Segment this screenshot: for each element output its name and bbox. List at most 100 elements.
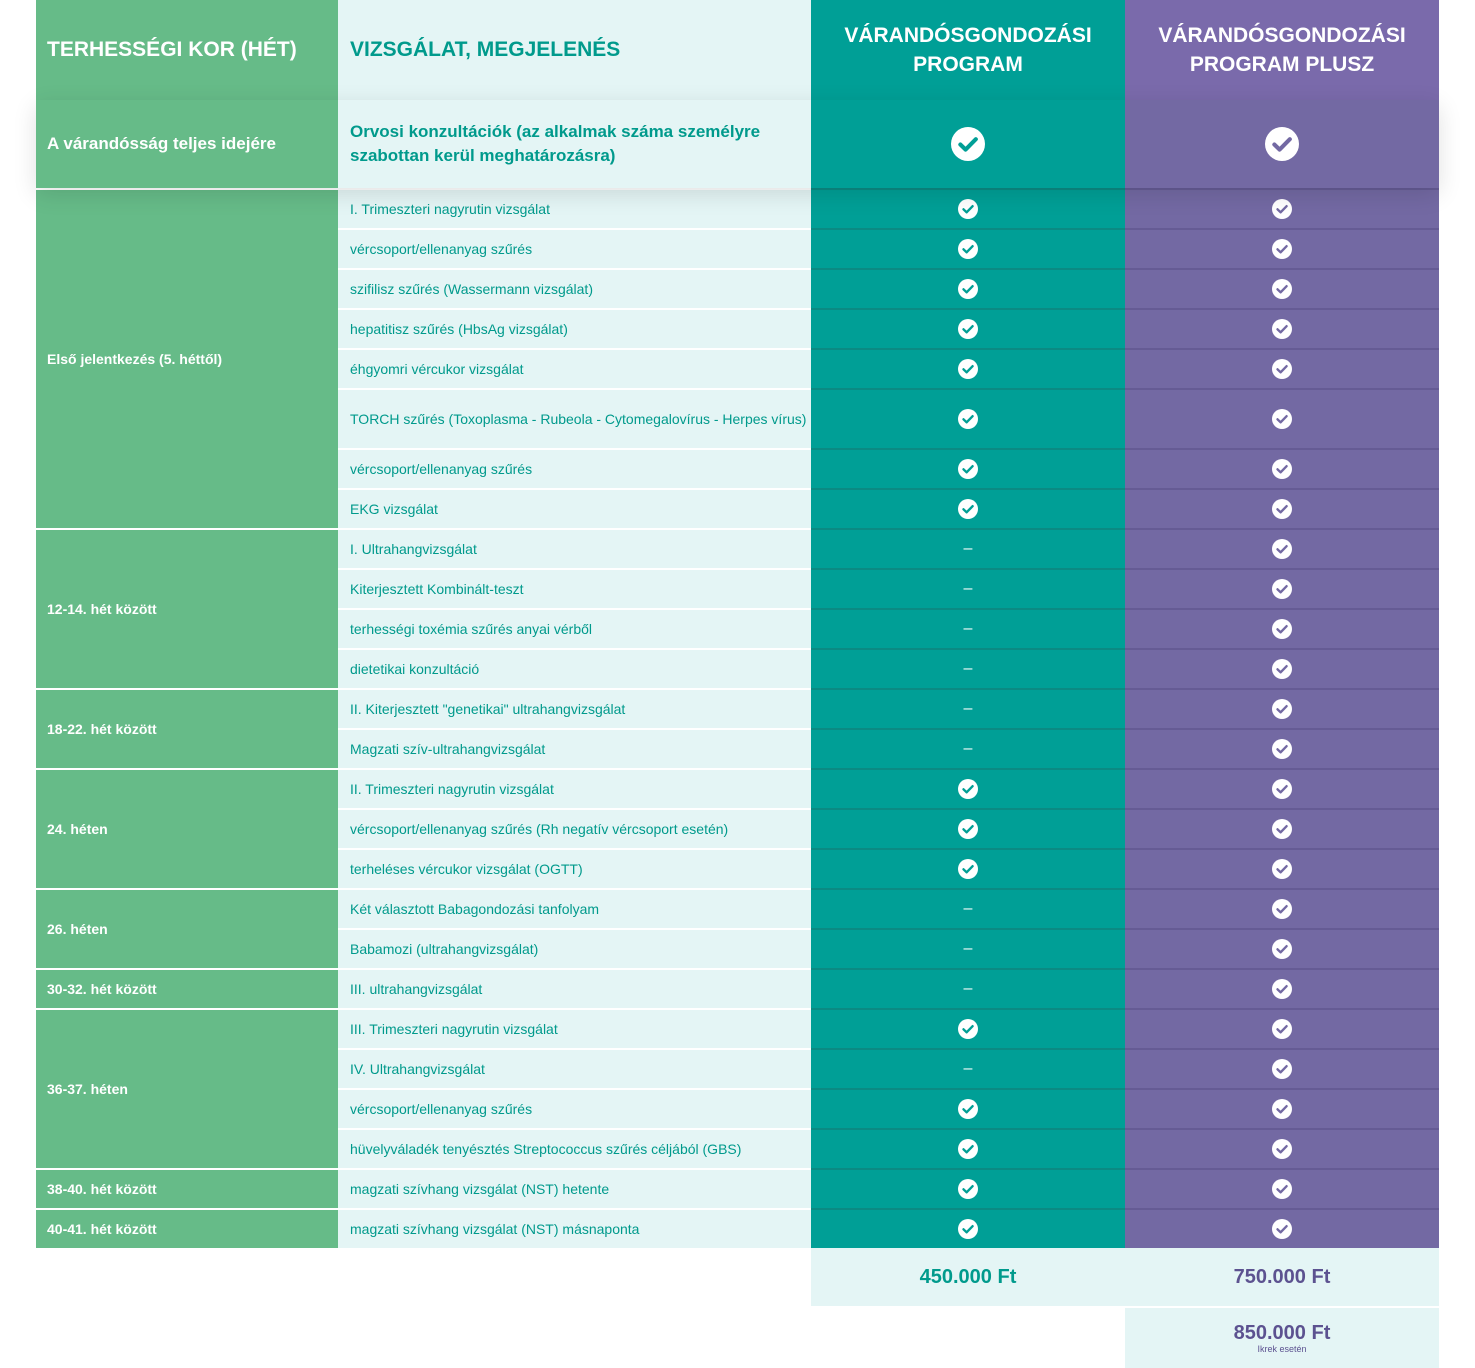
header-program: VÁRANDÓSGONDOZÁSI PROGRAM	[811, 0, 1125, 100]
check-circle-icon	[1272, 1179, 1292, 1199]
header-exam: VIZSGÁLAT, MEGJELENÉS	[338, 0, 811, 100]
exam-name: hüvelyváladék tenyésztés Streptococcus s…	[338, 1128, 811, 1168]
check-circle-icon	[1272, 819, 1292, 839]
check-circle-icon	[958, 1099, 978, 1119]
check-circle-icon	[1272, 239, 1292, 259]
exam-name: magzati szívhang vizsgálat (NST) hetente	[338, 1168, 811, 1208]
age-group: 36-37. héten III. Trimeszteri nagyrutin v…	[36, 1008, 1439, 1168]
check-circle-icon	[1272, 739, 1292, 759]
program-plus-cell	[1125, 308, 1439, 348]
consultation-program-cell	[811, 100, 1125, 188]
table-row: I. Trimeszteri nagyrutin vizsgálat	[338, 188, 1439, 228]
check-circle-icon	[1272, 359, 1292, 379]
table-row: hüvelyváladék tenyésztés Streptococcus s…	[338, 1128, 1439, 1168]
program-cell: –	[811, 888, 1125, 928]
table-header: TERHESSÉGI KOR (HÉT) VIZSGÁLAT, MEGJELEN…	[36, 0, 1439, 100]
check-circle-icon	[1272, 539, 1292, 559]
age-group-label: 18-22. hét között	[36, 688, 338, 768]
program-plus-cell	[1125, 968, 1439, 1008]
check-circle-icon	[1272, 279, 1292, 299]
program-cell	[811, 308, 1125, 348]
program-plus-cell	[1125, 688, 1439, 728]
program-cell	[811, 268, 1125, 308]
program-cell: –	[811, 608, 1125, 648]
check-circle-icon	[958, 779, 978, 799]
check-circle-icon	[1265, 127, 1299, 161]
program-cell: –	[811, 928, 1125, 968]
age-group: Első jelentkezés (5. héttől) I. Trimeszte…	[36, 188, 1439, 528]
table-row: II. Kiterjesztett "genetikai" ultrahangv…	[338, 688, 1439, 728]
table-row: hepatitisz szűrés (HbsAg vizsgálat)	[338, 308, 1439, 348]
program-cell: –	[811, 728, 1125, 768]
age-group-label: Első jelentkezés (5. héttől)	[36, 188, 338, 528]
program-plus-cell	[1125, 188, 1439, 228]
dash-icon: –	[963, 620, 973, 637]
exam-name: hepatitisz szűrés (HbsAg vizsgálat)	[338, 308, 811, 348]
check-circle-icon	[1272, 579, 1292, 599]
dash-icon: –	[963, 540, 973, 557]
check-circle-icon	[958, 1219, 978, 1239]
table-row: szifilisz szűrés (Wassermann vizsgálat)	[338, 268, 1439, 308]
dash-icon: –	[963, 1060, 973, 1077]
age-group-label: 12-14. hét között	[36, 528, 338, 688]
program-plus-cell	[1125, 728, 1439, 768]
age-group-label: 24. héten	[36, 768, 338, 888]
header-program-plus: VÁRANDÓSGONDOZÁSI PROGRAM PLUSZ	[1125, 0, 1439, 100]
program-cell	[811, 1128, 1125, 1168]
program-cell: –	[811, 1048, 1125, 1088]
exam-name: szifilisz szűrés (Wassermann vizsgálat)	[338, 268, 811, 308]
check-circle-icon	[1272, 1059, 1292, 1079]
exam-name: I. Ultrahangvizsgálat	[338, 528, 811, 568]
check-circle-icon	[1272, 659, 1292, 679]
consultation-age: A várandósság teljes idejére	[36, 100, 338, 188]
age-group: 40-41. hét között magzati szívhang vizsgá…	[36, 1208, 1439, 1248]
exam-name: éhgyomri vércukor vizsgálat	[338, 348, 811, 388]
dash-icon: –	[963, 660, 973, 677]
age-group: 30-32. hét között III. ultrahangvizsgálat…	[36, 968, 1439, 1008]
table-row: vércsoport/ellenanyag szűrés (Rh negatív…	[338, 808, 1439, 848]
age-group-label: 26. héten	[36, 888, 338, 968]
price-spacer-1	[36, 1248, 338, 1306]
twins-spacer-1	[36, 1308, 338, 1368]
check-circle-icon	[1272, 319, 1292, 339]
program-cell: –	[811, 648, 1125, 688]
program-plus-cell	[1125, 388, 1439, 448]
age-group-label: 38-40. hét között	[36, 1168, 338, 1208]
exam-name: EKG vizsgálat	[338, 488, 811, 528]
program-plus-cell	[1125, 448, 1439, 488]
program-plus-cell	[1125, 648, 1439, 688]
age-group: 26. héten Két választott Babagondozási ta…	[36, 888, 1439, 968]
table-row: Magzati szív-ultrahangvizsgálat –	[338, 728, 1439, 768]
program-cell	[811, 1208, 1125, 1248]
program-cell	[811, 188, 1125, 228]
check-circle-icon	[1272, 1139, 1292, 1159]
consultation-row: A várandósság teljes idejére Orvosi konz…	[36, 100, 1439, 188]
check-circle-icon	[1272, 899, 1292, 919]
program-cell	[811, 848, 1125, 888]
twins-spacer-2	[338, 1308, 811, 1368]
table-row: TORCH szűrés (Toxoplasma - Rubeola - Cyt…	[338, 388, 1439, 448]
dash-icon: –	[963, 580, 973, 597]
table-row: magzati szívhang vizsgálat (NST) másnapo…	[338, 1208, 1439, 1248]
exam-name: I. Trimeszteri nagyrutin vizsgálat	[338, 188, 811, 228]
check-circle-icon	[1272, 779, 1292, 799]
exam-name: terhességi toxémia szűrés anyai vérből	[338, 608, 811, 648]
check-circle-icon	[1272, 199, 1292, 219]
check-circle-icon	[958, 239, 978, 259]
age-group: 38-40. hét között magzati szívhang vizsgá…	[36, 1168, 1439, 1208]
program-cell	[811, 1088, 1125, 1128]
program-plus-cell	[1125, 348, 1439, 388]
age-group: 18-22. hét között II. Kiterjesztett "gene…	[36, 688, 1439, 768]
table-row: terhességi toxémia szűrés anyai vérből –	[338, 608, 1439, 648]
exam-name: Kiterjesztett Kombinált-teszt	[338, 568, 811, 608]
check-circle-icon	[958, 279, 978, 299]
exam-name: vércsoport/ellenanyag szűrés	[338, 448, 811, 488]
exam-name: vércsoport/ellenanyag szűrés	[338, 1088, 811, 1128]
table-row: III. Trimeszteri nagyrutin vizsgálat	[338, 1008, 1439, 1048]
exam-name: III. ultrahangvizsgálat	[338, 968, 811, 1008]
exam-name: Magzati szív-ultrahangvizsgálat	[338, 728, 811, 768]
program-plus-cell	[1125, 608, 1439, 648]
exam-name: terheléses vércukor vizsgálat (OGTT)	[338, 848, 811, 888]
program-plus-cell	[1125, 808, 1439, 848]
age-group-label: 30-32. hét között	[36, 968, 338, 1008]
